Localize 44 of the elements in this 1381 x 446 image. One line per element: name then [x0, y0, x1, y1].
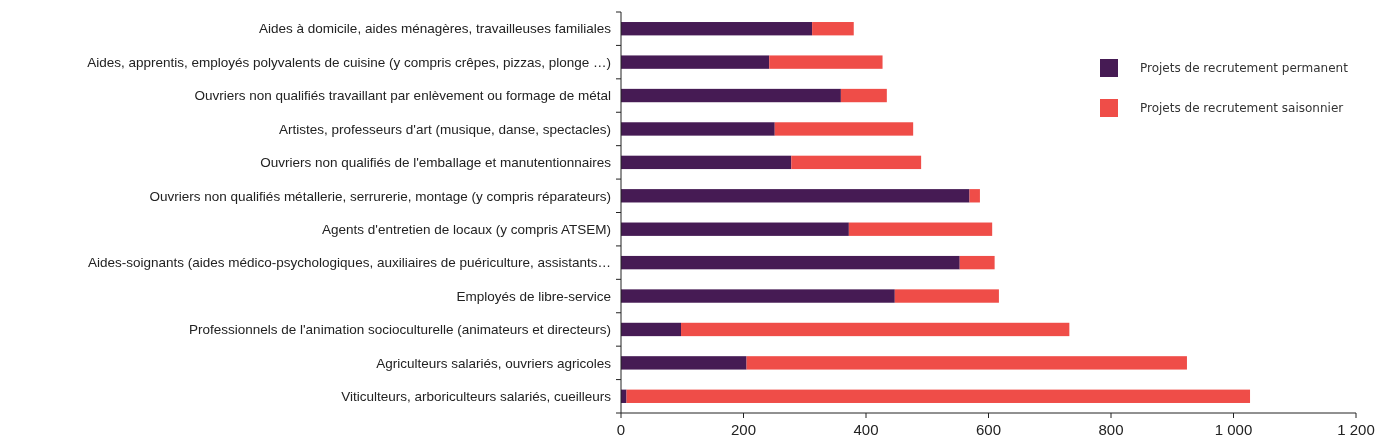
y-tick-label: Artistes, professeurs d'art (musique, danse, spectacles): [279, 121, 611, 137]
bar: [621, 88, 841, 103]
bar: [848, 222, 993, 236]
x-tick-label: 600: [975, 421, 1002, 438]
y-tick-label: Professionnels de l'animation socioculturelle (animateurs et directeurs): [188, 322, 611, 338]
x-tick-label: 400: [853, 421, 879, 438]
x-tick-label: 0: [616, 421, 626, 438]
bar: [626, 389, 1251, 403]
y-tick-label: Employés de libre-service: [456, 288, 611, 304]
y-tick-label: Ouvriers non qualifiés de l'emballage et manutentionnaires: [260, 155, 612, 171]
y-tick-label: Ouvriers non qualifiés métallerie, serrurerie, montage (y compris réparateurs): [149, 188, 611, 204]
bar: [769, 55, 883, 69]
bar: [621, 122, 775, 136]
bar: [840, 88, 887, 103]
x-tick-label: 1 000: [1214, 421, 1253, 438]
bar: [621, 289, 895, 303]
bar: [621, 55, 770, 69]
bar: [746, 356, 1187, 370]
y-tick-label: Aides, apprentis, employés polyvalents de cuisine (y compris crêpes, pizzas, plonge …): [87, 54, 611, 70]
bar: [621, 222, 849, 236]
bar: [621, 356, 747, 370]
bar: [621, 189, 970, 203]
bar: [621, 22, 813, 36]
legend-label: Projets de recrutement saisonnier: [1140, 101, 1344, 116]
y-tick-label: Aides à domicile, aides ménagères, travailleuses familiales: [259, 21, 612, 37]
bar: [774, 122, 914, 136]
x-tick-label: 800: [1098, 421, 1124, 438]
x-tick-label: 200: [730, 421, 757, 438]
bar: [812, 22, 854, 36]
y-tick-label: Agents d'entretien de locaux (y compris ATSEM): [322, 221, 611, 237]
y-tick-label: Agriculteurs salariés, ouvriers agricoles: [376, 355, 612, 371]
x-tick-label: 1 200: [1337, 421, 1375, 438]
bar: [969, 189, 980, 203]
bar: [621, 255, 960, 270]
bar: [621, 322, 682, 337]
bar: [681, 322, 1070, 337]
bar: [894, 289, 999, 303]
y-tick-label: Viticulteurs, arboriculteurs salariés, cueilleurs: [341, 389, 612, 405]
legend-label: Projets de recrutement permanent: [1140, 61, 1349, 76]
bar: [959, 255, 995, 270]
bar: [791, 155, 922, 170]
y-tick-label: Ouvriers non qualifiés travaillant par enlèvement ou formage de métal: [194, 88, 611, 104]
bar: [621, 155, 792, 170]
y-tick-label: Aides-soignants (aides médico-psychologiques, auxiliaires de puériculture, assistants…: [87, 255, 611, 271]
